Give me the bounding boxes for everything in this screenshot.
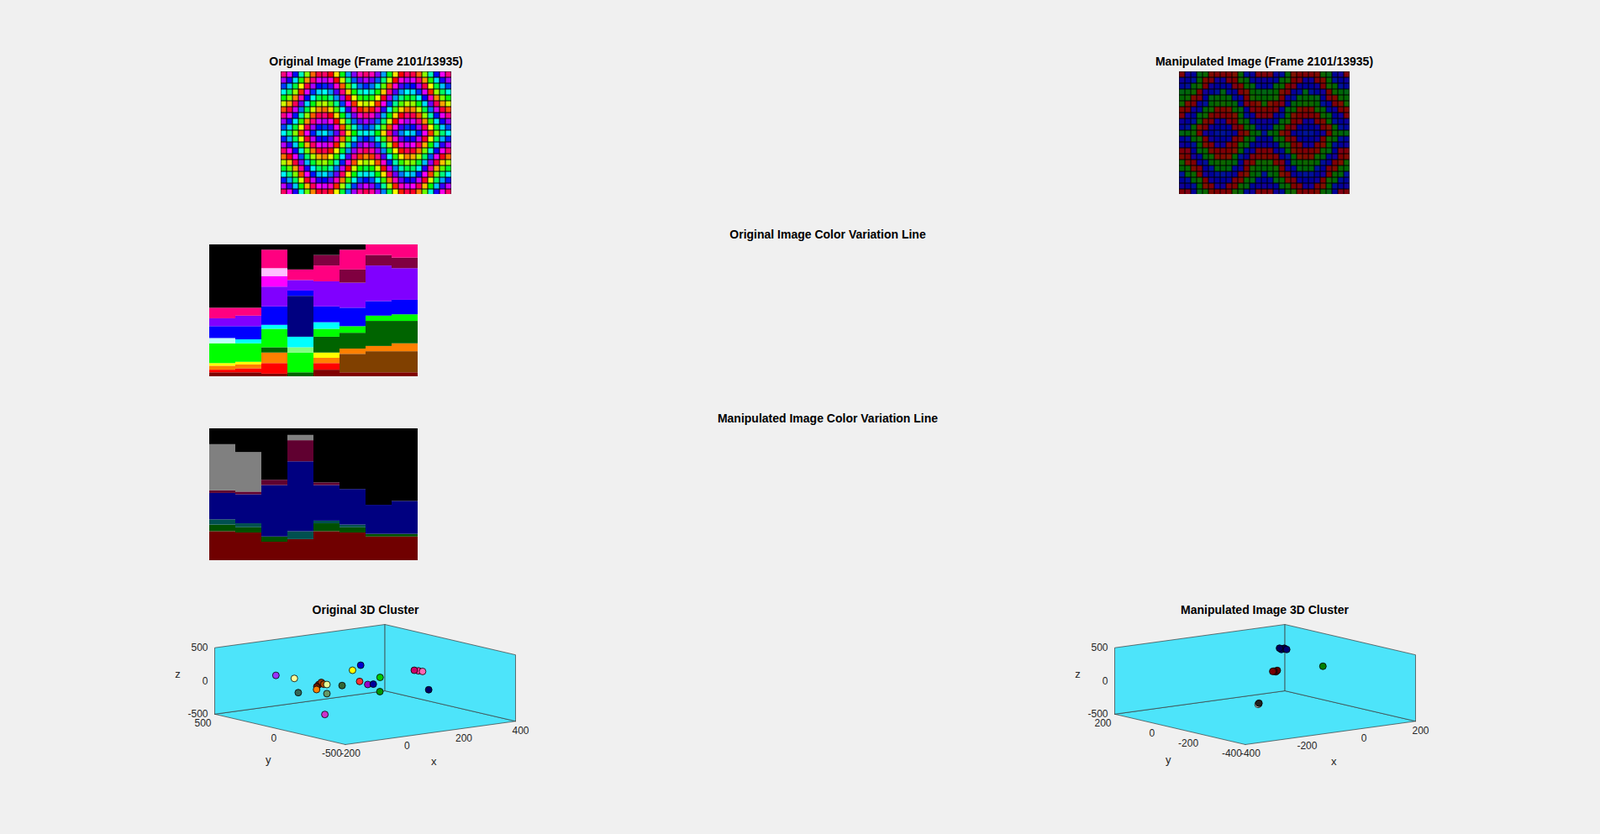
svg-text:z: z (174, 668, 181, 681)
svg-text:y: y (265, 753, 272, 767)
svg-text:200: 200 (1094, 717, 1112, 730)
svg-text:500: 500 (1090, 642, 1108, 654)
html-text:Manipulated Image 3D Cluster: Manipulated Image 3D Cluster (1180, 603, 1349, 617)
svg-text:0: 0 (404, 740, 411, 753)
svg-text:-500: -500 (187, 708, 208, 721)
html-text:Manipulated Image (Frame 2101/: Manipulated Image (Frame 2101/13935) (1155, 54, 1374, 69)
svg-text:-200: -200 (340, 747, 361, 760)
html-text:Original 3D Cluster: Original 3D Cluster (312, 603, 419, 617)
svg-text:x: x (1331, 755, 1337, 769)
svg-text:400: 400 (511, 725, 529, 737)
svg-text:500: 500 (190, 642, 208, 654)
svg-text:z: z (1074, 668, 1081, 681)
svg-text:x: x (431, 755, 437, 769)
svg-text:-200: -200 (1178, 737, 1199, 750)
html-text:Original Image (Frame 2101/139: Original Image (Frame 2101/13935) (269, 54, 463, 69)
svg-text:-200: -200 (1296, 740, 1317, 753)
svg-text:200: 200 (455, 732, 473, 745)
svg-text:0: 0 (202, 675, 209, 688)
svg-text:0: 0 (271, 732, 278, 745)
svg-text:0: 0 (1149, 727, 1156, 740)
html-text:Manipulated Image Color Variat: Manipulated Image Color Variation Line (717, 411, 938, 426)
svg-text:-400: -400 (1240, 747, 1261, 760)
html-text:Original Image Color Variation: Original Image Color Variation Line (729, 227, 926, 242)
svg-text:y: y (1165, 753, 1172, 767)
svg-text:500: 500 (194, 717, 212, 730)
svg-text:-500: -500 (321, 747, 343, 760)
svg-text:-500: -500 (1087, 708, 1108, 721)
svg-text:0: 0 (1102, 675, 1109, 688)
svg-text:-400: -400 (1221, 747, 1243, 760)
svg-text:0: 0 (1361, 732, 1368, 745)
svg-text:200: 200 (1411, 725, 1429, 737)
